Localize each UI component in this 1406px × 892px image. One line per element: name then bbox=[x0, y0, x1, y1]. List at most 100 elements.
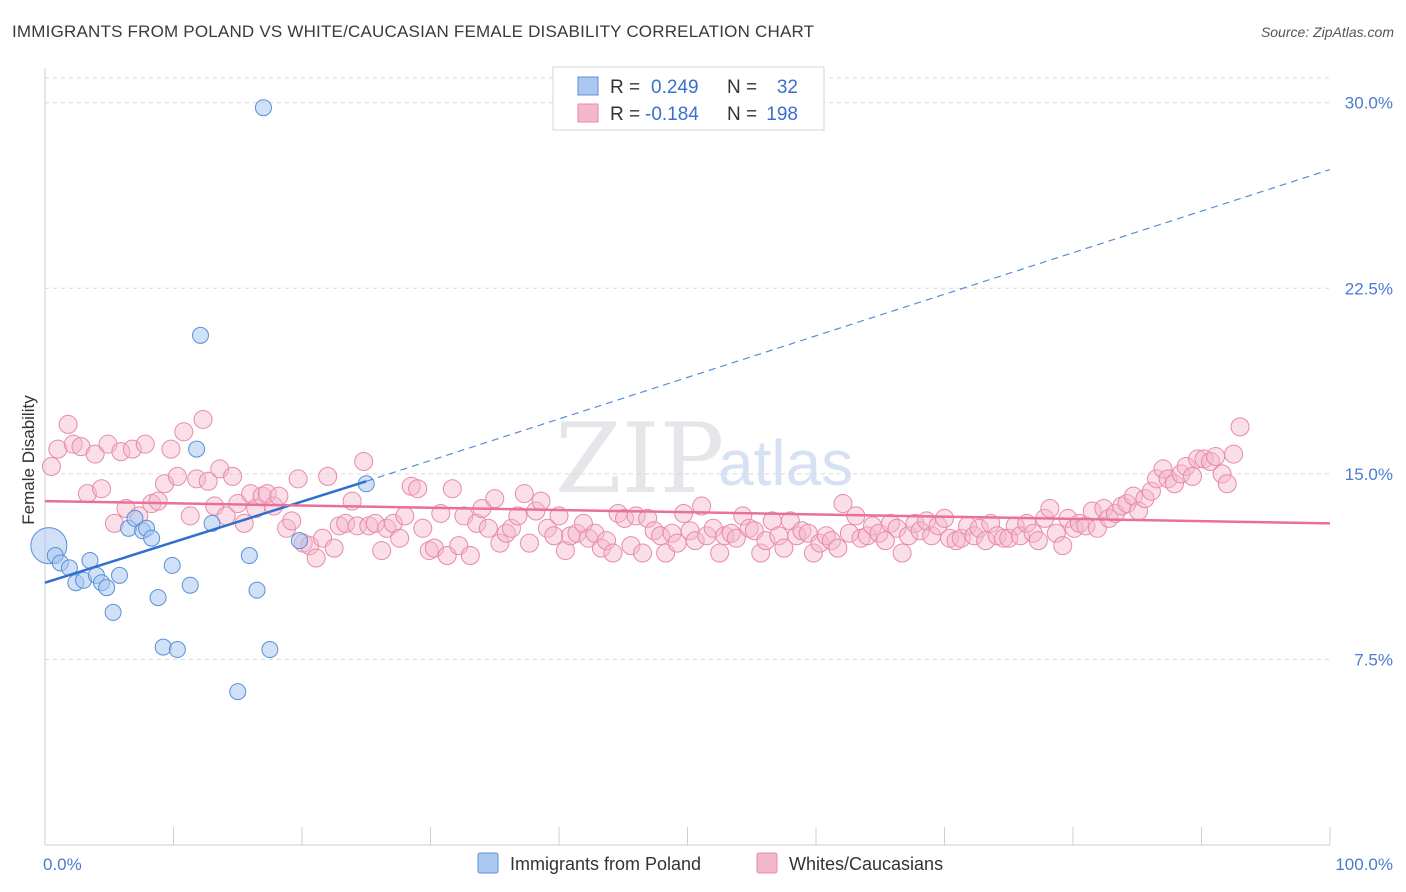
point-whites bbox=[615, 508, 635, 528]
point-whites bbox=[1212, 464, 1232, 484]
point-poland bbox=[240, 547, 258, 565]
trend-poland-extension bbox=[366, 168, 1331, 482]
y-tick-label: 30.0% bbox=[1345, 94, 1393, 113]
point-whites bbox=[1046, 523, 1066, 543]
point-poland bbox=[229, 683, 247, 701]
point-whites bbox=[198, 471, 218, 491]
point-poland bbox=[104, 603, 122, 621]
point-poland bbox=[290, 532, 308, 550]
point-whites bbox=[692, 496, 712, 516]
point-whites bbox=[478, 518, 498, 538]
point-poland bbox=[168, 641, 186, 659]
point-whites bbox=[935, 508, 954, 528]
legend-n-label-1: N = bbox=[727, 77, 757, 98]
point-whites bbox=[336, 513, 356, 533]
chart-title: IMMIGRANTS FROM POLAND VS WHITE/CAUCASIA… bbox=[12, 22, 815, 41]
point-poland bbox=[203, 514, 221, 532]
point-whites bbox=[751, 543, 771, 563]
point-whites bbox=[161, 439, 181, 459]
point-whites bbox=[442, 479, 462, 499]
point-whites bbox=[1153, 459, 1173, 479]
point-whites bbox=[1123, 486, 1143, 506]
point-poland bbox=[154, 638, 172, 656]
point-whites bbox=[756, 531, 776, 551]
point-whites bbox=[318, 466, 338, 486]
point-whites bbox=[135, 434, 155, 454]
y-tick-label: 7.5% bbox=[1354, 650, 1393, 669]
point-whites bbox=[1206, 447, 1226, 467]
point-whites bbox=[881, 513, 901, 533]
point-poland bbox=[111, 566, 129, 584]
x-tick-label-min: 0.0% bbox=[43, 855, 82, 874]
point-whites bbox=[187, 469, 207, 489]
point-whites bbox=[651, 526, 671, 546]
point-whites bbox=[828, 538, 848, 558]
point-whites bbox=[1053, 536, 1073, 556]
point-whites bbox=[892, 543, 912, 563]
point-whites bbox=[910, 521, 930, 541]
point-whites bbox=[726, 528, 746, 548]
point-whites bbox=[1117, 494, 1137, 514]
point-poland bbox=[126, 509, 144, 527]
point-whites bbox=[1176, 456, 1196, 476]
point-whites bbox=[544, 526, 564, 546]
watermark-zip: ZIP bbox=[555, 403, 724, 515]
legend-r-value-2: -0.184 bbox=[645, 104, 699, 125]
point-whites bbox=[703, 518, 723, 538]
watermark: ZIP atlas bbox=[555, 403, 853, 515]
point-poland bbox=[254, 99, 272, 117]
point-whites bbox=[710, 543, 730, 563]
source-label: Source: ZipAtlas.com bbox=[1260, 24, 1394, 40]
point-whites bbox=[167, 466, 187, 486]
point-whites bbox=[193, 409, 213, 429]
point-whites bbox=[603, 543, 623, 563]
point-whites bbox=[1141, 481, 1161, 501]
point-whites bbox=[180, 506, 200, 526]
point-whites bbox=[467, 513, 487, 533]
point-whites bbox=[621, 536, 641, 556]
legend-r-label-1: R = bbox=[610, 77, 640, 98]
point-whites bbox=[739, 518, 759, 538]
point-poland bbox=[163, 556, 181, 574]
point-whites bbox=[85, 444, 105, 464]
point-whites bbox=[508, 506, 528, 526]
point-whites bbox=[413, 518, 433, 538]
y-tick-labels: 7.5% 15.0% 22.5% 30.0% bbox=[1345, 94, 1393, 670]
legend-n-label-2: N = bbox=[727, 104, 757, 125]
point-whites bbox=[419, 541, 439, 561]
x-tick-labels: 0.0% 100.0% bbox=[43, 855, 1393, 874]
point-whites bbox=[1183, 466, 1203, 486]
point-whites bbox=[633, 543, 653, 563]
point-whites bbox=[537, 518, 557, 538]
point-whites bbox=[733, 506, 753, 526]
point-whites bbox=[1147, 469, 1167, 489]
point-whites bbox=[241, 484, 261, 504]
point-poland bbox=[181, 576, 199, 594]
point-whites bbox=[833, 494, 853, 514]
point-whites bbox=[48, 439, 68, 459]
point-poland bbox=[149, 589, 167, 607]
point-whites bbox=[994, 528, 1014, 548]
point-whites bbox=[1028, 531, 1048, 551]
axes bbox=[44, 68, 1331, 846]
legend-n-value-2: 198 bbox=[766, 104, 798, 125]
x-tick-label-max: 100.0% bbox=[1335, 855, 1393, 874]
bottom-legend-label-poland: Immigrants from Poland bbox=[510, 854, 701, 874]
point-whites bbox=[372, 541, 392, 561]
legend-r-value-1: 0.249 bbox=[651, 77, 699, 98]
bottom-legend: Immigrants from Poland Whites/Caucasians bbox=[477, 852, 943, 874]
point-whites bbox=[981, 513, 1001, 533]
point-poland bbox=[188, 440, 206, 458]
point-whites bbox=[460, 546, 480, 566]
point-whites bbox=[685, 531, 705, 551]
gridlines bbox=[45, 77, 1330, 660]
point-whites bbox=[63, 434, 83, 454]
point-whites bbox=[354, 452, 374, 471]
bottom-legend-swatch-poland bbox=[477, 852, 499, 874]
bottom-legend-label-whites: Whites/Caucasians bbox=[789, 854, 943, 874]
point-whites bbox=[111, 442, 131, 462]
point-whites bbox=[899, 526, 919, 546]
point-whites bbox=[774, 538, 794, 558]
point-whites bbox=[810, 533, 830, 553]
point-whites bbox=[485, 489, 505, 509]
